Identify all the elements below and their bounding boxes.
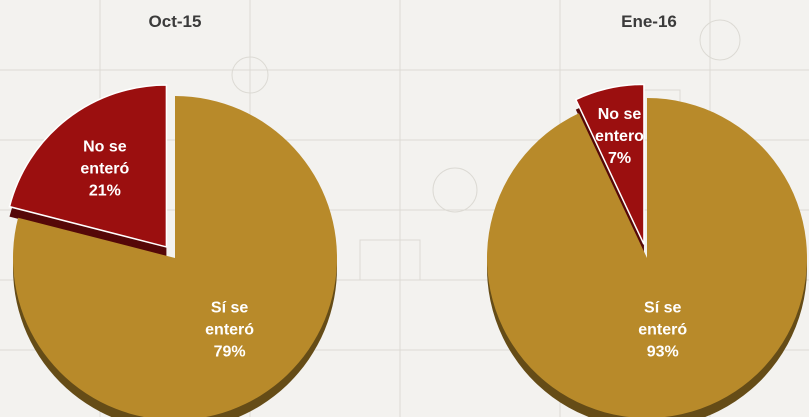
chart-title: Oct-15: [148, 12, 202, 31]
slice-label: No se entero 7%: [595, 106, 644, 167]
pie-svg: No se entero 7% Sí se enteró 93%: [487, 83, 807, 417]
chart-title: Ene-16: [621, 12, 677, 31]
pie-svg: No se enteró 21% Sí se enteró 79%: [8, 84, 337, 417]
slice-label: Sí se enteró 79%: [205, 299, 254, 360]
slice-si-se-entero: [487, 98, 807, 417]
pie-chart-oct15: Oct-15 No se enteró 21% Sí se enteró 79%: [0, 0, 400, 417]
slice-no-se-entero: [574, 83, 645, 245]
slice-no-se-entero: [8, 84, 168, 248]
pie-chart-ene16: Ene-16 No se entero 7% Sí se enteró 93%: [404, 0, 809, 417]
slice-si-se-entero: [13, 96, 337, 417]
slice-label: No se enteró 21%: [80, 139, 129, 200]
slice-label: Sí se enteró 93%: [638, 299, 687, 360]
